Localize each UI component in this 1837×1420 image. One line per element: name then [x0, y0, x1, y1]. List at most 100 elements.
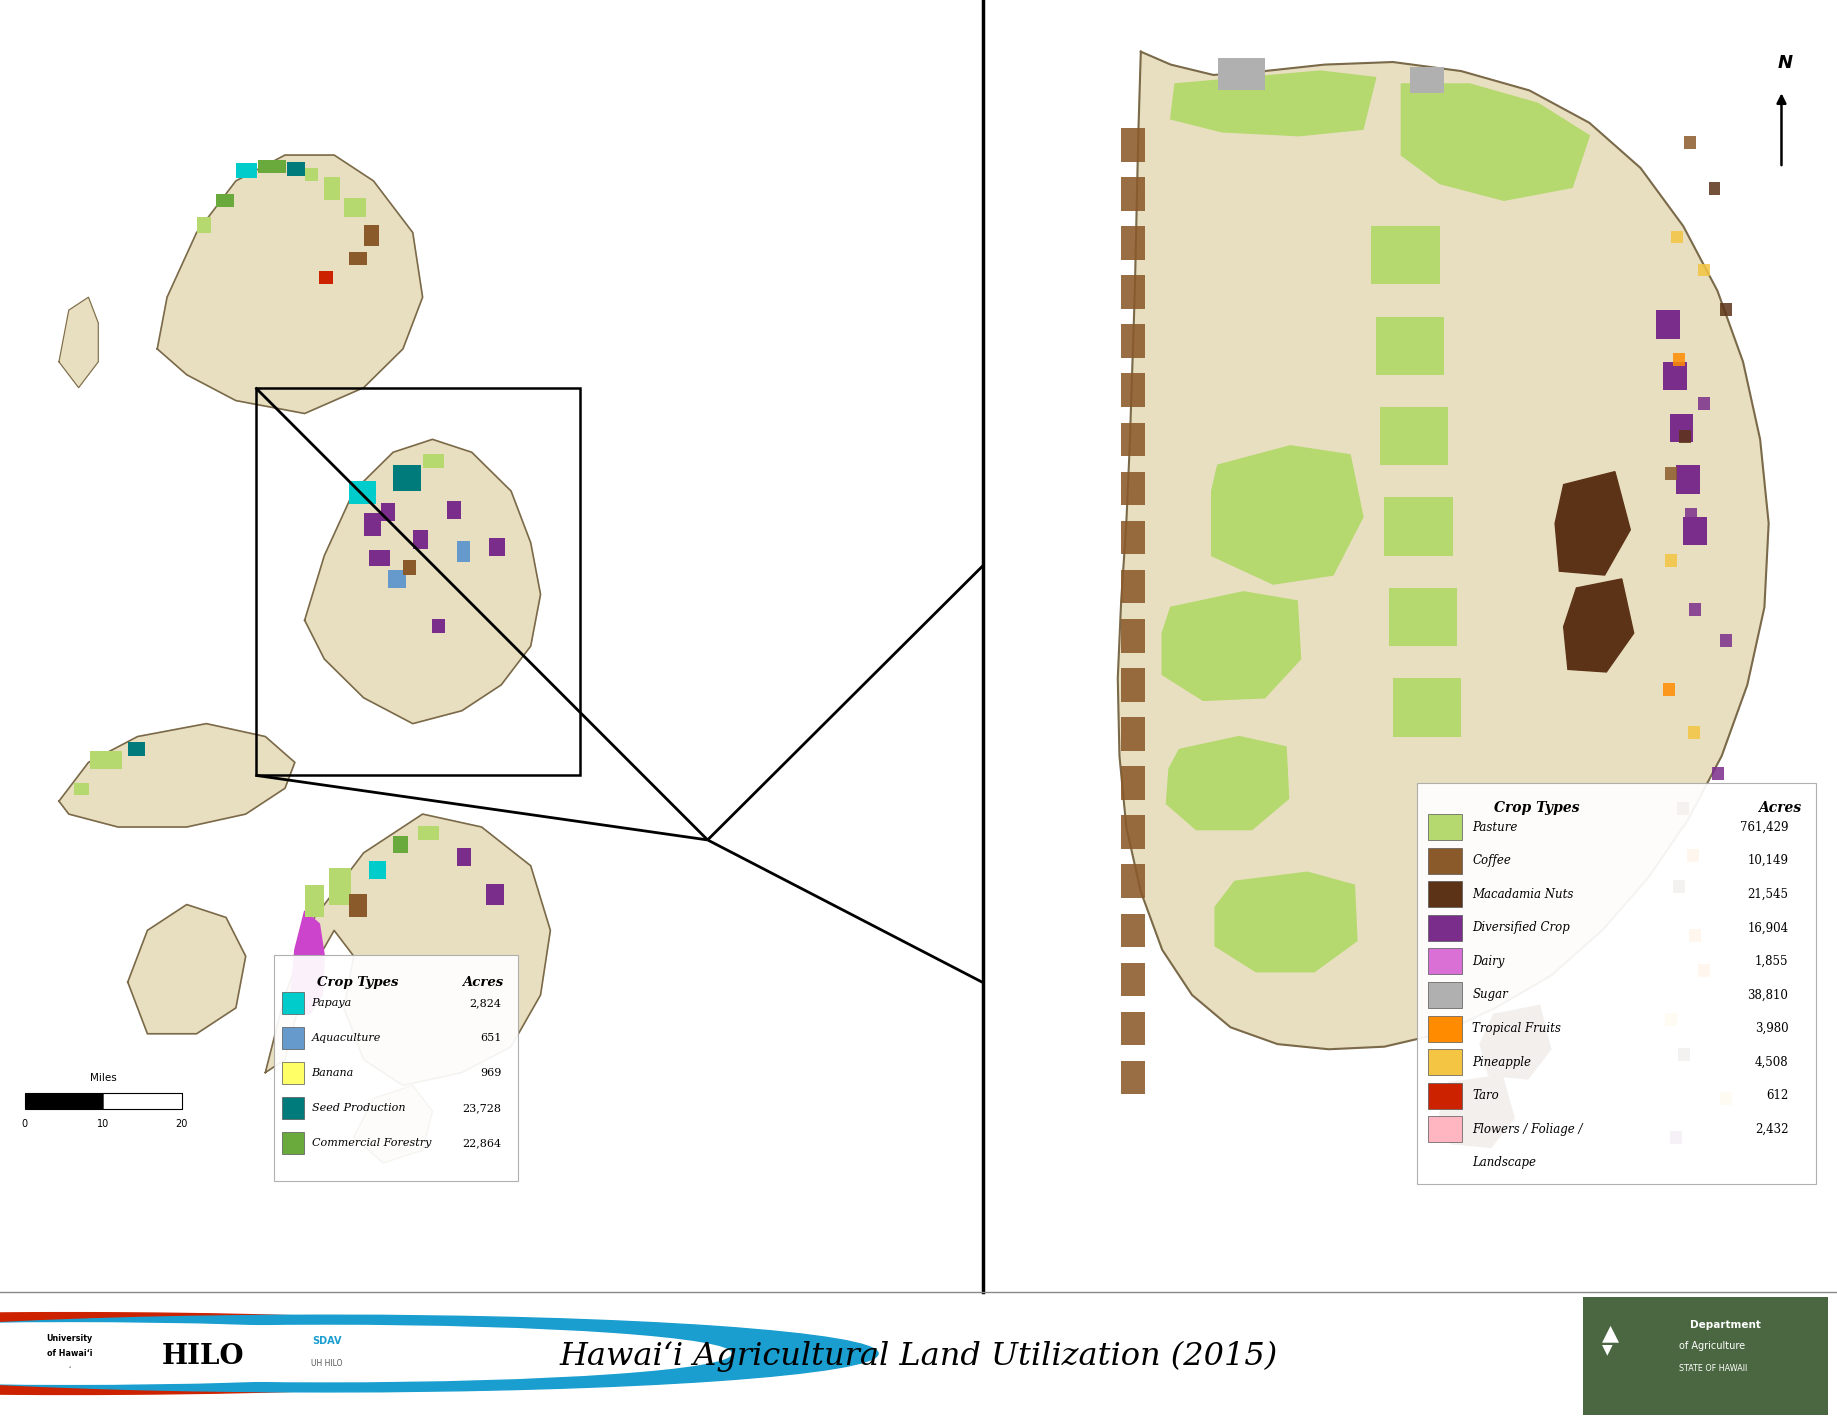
Bar — [283, 1027, 303, 1049]
Text: ▲: ▲ — [1602, 1323, 1618, 1343]
Bar — [1664, 554, 1677, 567]
Bar — [1708, 182, 1721, 195]
Bar — [1688, 929, 1701, 941]
Text: 2,824: 2,824 — [468, 998, 502, 1008]
Text: HILO: HILO — [162, 1342, 244, 1370]
Bar — [325, 178, 340, 200]
Bar — [1121, 865, 1144, 897]
Text: Seed Production: Seed Production — [312, 1103, 404, 1113]
Circle shape — [0, 1323, 511, 1384]
Text: Acres: Acres — [461, 976, 503, 988]
Bar — [1688, 849, 1699, 862]
Bar — [1664, 1012, 1677, 1025]
Text: Tropical Fruits: Tropical Fruits — [1471, 1022, 1561, 1035]
Bar — [129, 741, 145, 755]
Bar — [364, 224, 380, 246]
Bar — [1411, 67, 1444, 94]
Text: Macadamia Nuts: Macadamia Nuts — [1471, 888, 1574, 900]
Text: 761,429: 761,429 — [1740, 821, 1787, 834]
Circle shape — [0, 1325, 731, 1382]
Bar — [393, 836, 408, 853]
Polygon shape — [265, 814, 551, 1085]
Text: 20: 20 — [176, 1119, 187, 1129]
Text: Crop Types: Crop Types — [318, 976, 399, 988]
Bar — [197, 217, 211, 233]
Text: 651: 651 — [479, 1034, 502, 1044]
Text: Hawaiʻi Agricultural Land Utilization (2015): Hawaiʻi Agricultural Land Utilization (2… — [560, 1340, 1277, 1372]
Bar — [1688, 604, 1701, 616]
Bar — [255, 388, 580, 775]
Bar — [1685, 508, 1697, 521]
Bar — [413, 530, 428, 550]
Bar — [1672, 230, 1683, 243]
Polygon shape — [1212, 446, 1363, 584]
Text: 10: 10 — [97, 1119, 110, 1129]
Text: 38,810: 38,810 — [1747, 988, 1787, 1001]
Bar — [1427, 949, 1462, 974]
Text: 3,980: 3,980 — [1754, 1022, 1787, 1035]
Bar — [24, 1093, 182, 1109]
Bar — [1719, 635, 1732, 648]
Bar — [393, 466, 421, 491]
Bar — [417, 825, 439, 841]
Polygon shape — [158, 155, 423, 413]
Polygon shape — [59, 297, 99, 388]
Text: Flowers / Foliage /: Flowers / Foliage / — [1471, 1123, 1583, 1136]
Bar — [446, 501, 461, 520]
Bar — [259, 160, 287, 173]
Text: Papaya: Papaya — [312, 998, 353, 1008]
Bar — [1688, 726, 1701, 738]
Text: 1,855: 1,855 — [1754, 954, 1787, 968]
Text: Coffee: Coffee — [1471, 853, 1512, 868]
Bar — [457, 848, 470, 866]
Text: Sugar: Sugar — [1471, 988, 1508, 1001]
Text: of Agriculture: of Agriculture — [1679, 1340, 1745, 1350]
Bar — [1121, 963, 1144, 997]
Bar — [432, 619, 445, 633]
Bar — [349, 895, 367, 917]
Bar — [1712, 767, 1723, 780]
Bar — [349, 251, 367, 266]
Polygon shape — [1402, 84, 1589, 200]
Text: Diversified Crop: Diversified Crop — [1471, 922, 1571, 934]
Text: Miles: Miles — [90, 1074, 116, 1083]
Text: Taro: Taro — [1471, 1089, 1499, 1102]
Bar — [73, 782, 90, 795]
Text: N: N — [1778, 54, 1793, 72]
Bar — [1427, 1015, 1462, 1041]
Bar — [1376, 317, 1444, 375]
Circle shape — [0, 1312, 658, 1394]
Bar — [364, 513, 382, 537]
Bar — [1121, 569, 1144, 604]
Bar — [1427, 1116, 1462, 1142]
Bar — [1121, 128, 1144, 162]
Bar — [305, 885, 325, 917]
Text: Crop Types: Crop Types — [1493, 801, 1580, 815]
Bar — [1699, 396, 1710, 409]
Bar — [1427, 1083, 1462, 1109]
Bar — [1121, 1061, 1144, 1095]
Text: UH HILO: UH HILO — [310, 1359, 344, 1369]
Bar — [1677, 802, 1690, 815]
Bar — [489, 538, 505, 555]
Text: ▼: ▼ — [1602, 1343, 1613, 1356]
Bar — [382, 503, 395, 521]
Text: 2,432: 2,432 — [1754, 1123, 1787, 1136]
Bar — [329, 869, 351, 905]
Text: 0: 0 — [22, 1119, 28, 1129]
Bar — [402, 559, 415, 575]
Bar — [287, 162, 305, 176]
Bar — [1583, 1298, 1828, 1414]
Bar — [1121, 423, 1144, 456]
Polygon shape — [129, 905, 246, 1034]
Bar — [1121, 471, 1144, 506]
Bar — [1697, 964, 1710, 977]
Text: Aquaculture: Aquaculture — [312, 1034, 380, 1044]
Bar — [487, 883, 503, 905]
Text: Pineapple: Pineapple — [1471, 1055, 1532, 1069]
Bar — [1218, 58, 1264, 91]
Circle shape — [0, 1315, 878, 1392]
Bar — [349, 481, 377, 504]
Bar — [1121, 226, 1144, 260]
Text: Pasture: Pasture — [1471, 821, 1517, 834]
